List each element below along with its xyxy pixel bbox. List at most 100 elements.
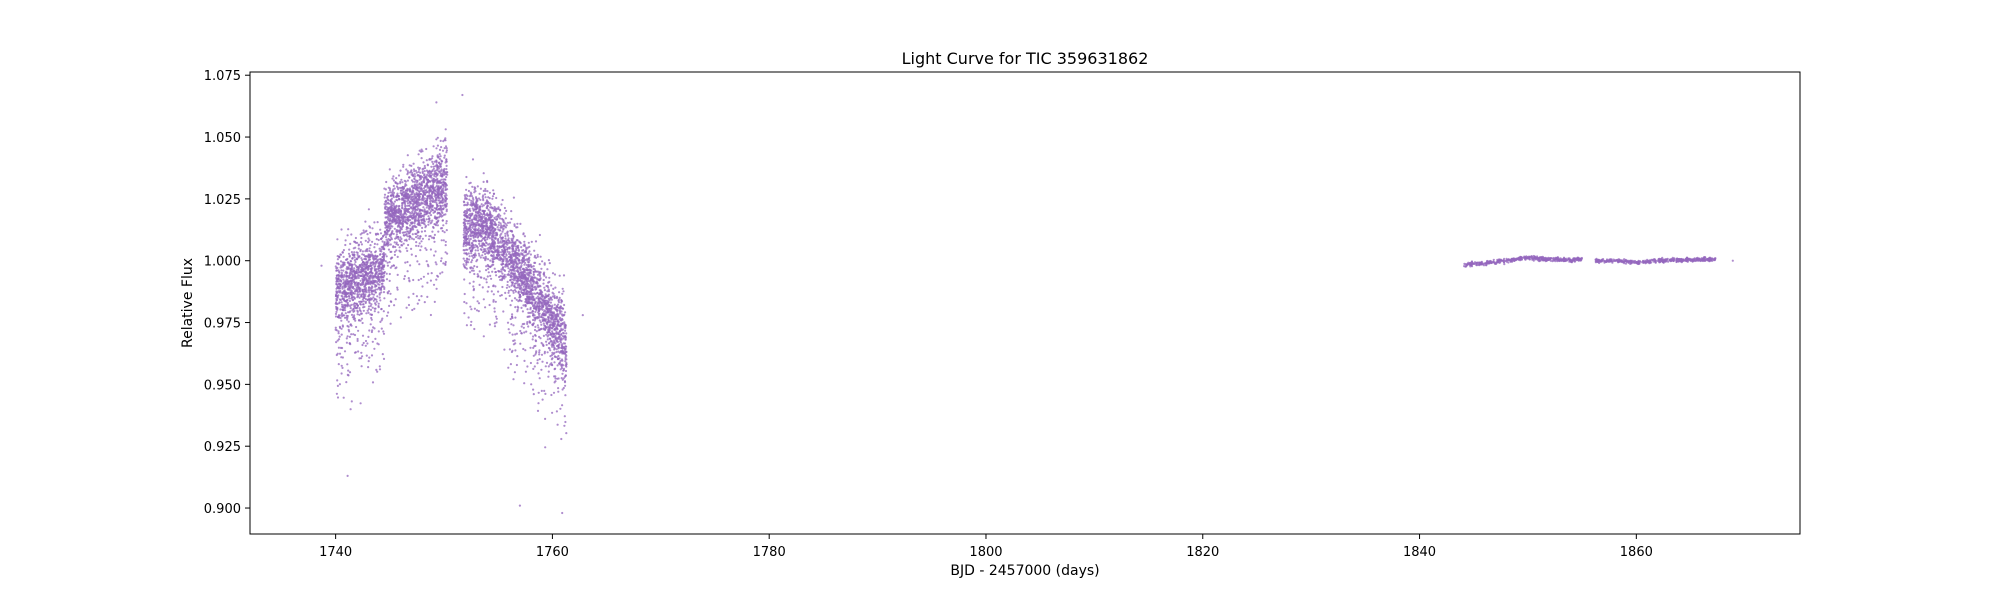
data-point	[556, 303, 560, 306]
data-point	[421, 197, 424, 200]
data-point	[359, 303, 362, 306]
data-point	[364, 339, 368, 343]
data-point	[554, 286, 557, 289]
data-point	[465, 257, 469, 260]
data-point	[421, 194, 424, 198]
data-point	[464, 219, 467, 222]
data-point	[417, 217, 420, 220]
data-point	[471, 200, 474, 203]
data-point	[526, 289, 529, 293]
data-point	[341, 292, 344, 295]
data-point	[542, 303, 545, 306]
data-point	[411, 212, 414, 215]
data-point	[362, 292, 365, 295]
data-point	[551, 411, 554, 414]
data-point	[420, 189, 423, 192]
data-point	[478, 192, 481, 195]
data-point	[433, 160, 436, 163]
data-point	[434, 165, 437, 168]
data-point	[496, 215, 499, 218]
data-point	[375, 300, 378, 303]
data-point	[409, 200, 412, 203]
data-point	[438, 148, 442, 151]
data-point	[392, 179, 395, 182]
data-point	[514, 349, 517, 352]
data-point	[484, 255, 487, 258]
data-point	[353, 259, 356, 262]
data-point	[414, 175, 417, 178]
data-point	[512, 235, 515, 238]
data-point	[399, 213, 402, 216]
data-point	[417, 221, 420, 224]
data-point	[516, 263, 519, 266]
data-point	[550, 393, 553, 397]
data-point	[531, 280, 534, 283]
data-point	[370, 250, 373, 254]
data-point	[373, 307, 376, 310]
data-point	[494, 250, 497, 253]
data-point	[444, 139, 447, 142]
data-point	[411, 237, 414, 240]
data-point	[491, 207, 494, 210]
data-point	[520, 306, 523, 309]
data-point	[504, 232, 507, 235]
data-point	[425, 159, 428, 162]
data-point	[405, 184, 408, 187]
data-point	[376, 243, 379, 246]
data-point	[356, 241, 359, 244]
data-point	[394, 245, 397, 249]
data-point	[392, 196, 395, 199]
data-point	[416, 302, 419, 305]
data-point	[359, 310, 362, 313]
data-point	[483, 215, 486, 218]
data-point	[485, 269, 488, 272]
data-point	[367, 307, 370, 311]
data-point	[397, 211, 400, 214]
data-point	[350, 272, 354, 276]
data-point	[528, 250, 531, 253]
data-point	[506, 284, 509, 287]
data-point	[380, 307, 383, 311]
data-point	[442, 224, 445, 227]
data-point	[509, 257, 513, 260]
data-point	[390, 209, 393, 212]
data-point	[435, 278, 438, 281]
data-point	[392, 208, 395, 211]
data-point	[492, 300, 495, 303]
data-point	[508, 285, 511, 288]
data-point	[442, 207, 445, 211]
data-point	[436, 136, 439, 139]
data-point	[475, 197, 478, 200]
data-point	[336, 258, 339, 261]
data-point	[369, 280, 372, 283]
data-point	[413, 201, 416, 204]
data-point	[341, 286, 344, 289]
data-point	[344, 285, 347, 289]
data-point	[470, 308, 473, 311]
data-point	[438, 157, 441, 161]
data-point	[415, 191, 418, 194]
data-point	[523, 382, 526, 385]
data-point	[484, 220, 487, 223]
data-point	[439, 197, 442, 200]
data-point	[492, 285, 495, 288]
data-point	[337, 363, 340, 366]
data-point	[435, 138, 438, 141]
data-point	[564, 338, 567, 341]
data-point	[481, 226, 485, 229]
data-point	[535, 351, 538, 354]
data-point	[375, 275, 378, 278]
data-point	[403, 199, 407, 202]
data-point	[524, 303, 527, 306]
data-point	[349, 323, 352, 326]
data-point	[429, 222, 432, 225]
data-point	[557, 357, 560, 360]
data-point	[350, 276, 354, 280]
data-point	[342, 269, 345, 272]
data-point	[353, 333, 357, 337]
data-point	[378, 263, 381, 266]
data-point	[554, 334, 557, 338]
data-point	[391, 191, 394, 194]
data-point	[417, 166, 420, 169]
data-point	[379, 320, 382, 323]
